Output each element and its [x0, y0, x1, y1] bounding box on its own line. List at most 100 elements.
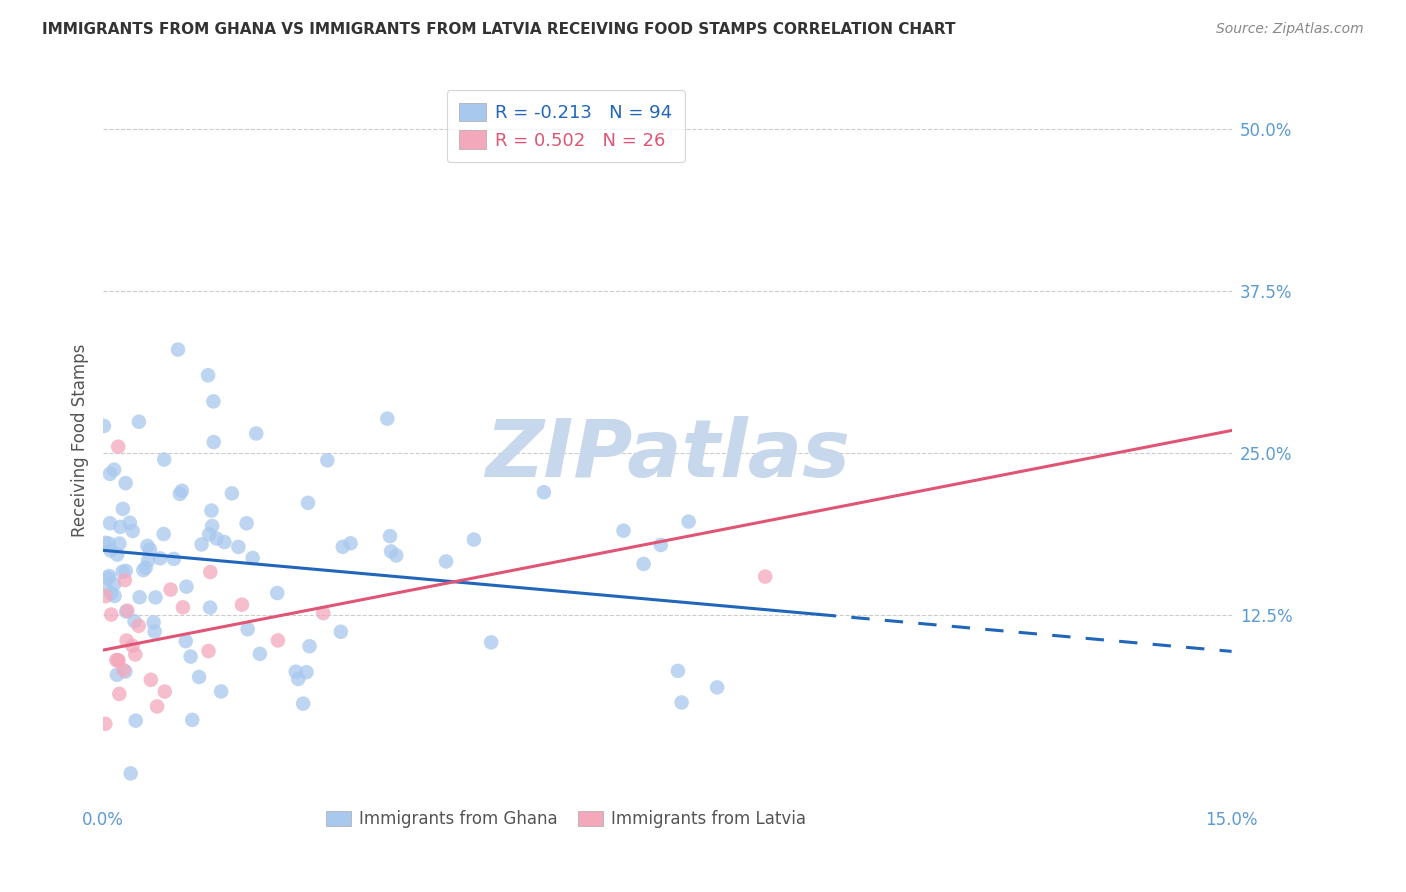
Point	[295, 665, 318, 680]
Point	[105, 548, 128, 562]
Point	[94, 716, 117, 731]
Point	[115, 605, 138, 619]
Point	[329, 624, 352, 639]
Point	[111, 501, 134, 516]
Point	[479, 635, 502, 649]
Point	[145, 591, 167, 605]
Point	[332, 540, 354, 554]
Point	[128, 591, 150, 605]
Point	[98, 467, 121, 481]
Point	[103, 577, 125, 591]
Point	[200, 503, 222, 517]
Point	[100, 543, 122, 558]
Point	[235, 516, 257, 531]
Point	[434, 554, 457, 568]
Point	[292, 697, 315, 711]
Point	[650, 538, 672, 552]
Point	[159, 582, 181, 597]
Point	[118, 516, 141, 530]
Point	[170, 483, 193, 498]
Point	[242, 550, 264, 565]
Point	[93, 419, 115, 434]
Point	[107, 653, 129, 667]
Point	[197, 368, 219, 383]
Point	[98, 516, 121, 531]
Point	[339, 536, 361, 550]
Point	[266, 586, 288, 600]
Point	[108, 687, 131, 701]
Text: ZIPatlas: ZIPatlas	[485, 416, 849, 493]
Point	[105, 668, 128, 682]
Point	[198, 600, 221, 615]
Point	[152, 527, 174, 541]
Point	[385, 549, 408, 563]
Point	[176, 580, 198, 594]
Point	[100, 586, 122, 600]
Point	[297, 496, 319, 510]
Point	[200, 565, 222, 579]
Point	[128, 415, 150, 429]
Point	[678, 515, 700, 529]
Point	[221, 486, 243, 500]
Point	[375, 411, 398, 425]
Point	[139, 542, 162, 557]
Point	[100, 607, 122, 622]
Point	[205, 532, 228, 546]
Point	[214, 535, 236, 549]
Point	[120, 766, 142, 780]
Point	[228, 540, 250, 554]
Point	[117, 604, 139, 618]
Point	[378, 529, 401, 543]
Point	[284, 665, 307, 679]
Point	[125, 714, 148, 728]
Point	[153, 452, 176, 467]
Point	[190, 537, 212, 551]
Point	[209, 684, 232, 698]
Point	[139, 673, 162, 687]
Point	[180, 649, 202, 664]
Point	[121, 524, 143, 538]
Text: Source: ZipAtlas.com: Source: ZipAtlas.com	[1216, 22, 1364, 37]
Point	[121, 639, 143, 653]
Point	[107, 440, 129, 454]
Point	[316, 453, 339, 467]
Point	[202, 394, 225, 409]
Point	[135, 560, 157, 574]
Point	[103, 463, 125, 477]
Point	[110, 520, 132, 534]
Point	[198, 527, 221, 541]
Point	[112, 663, 135, 677]
Point	[533, 485, 555, 500]
Point	[172, 600, 194, 615]
Point	[612, 524, 634, 538]
Point	[108, 536, 131, 550]
Point	[124, 648, 146, 662]
Point	[163, 552, 186, 566]
Point	[98, 569, 121, 583]
Point	[111, 565, 134, 579]
Point	[149, 551, 172, 566]
Point	[114, 573, 136, 587]
Point	[236, 622, 259, 636]
Point	[671, 695, 693, 709]
Point	[107, 654, 129, 668]
Y-axis label: Receiving Food Stamps: Receiving Food Stamps	[72, 343, 89, 537]
Point	[153, 684, 176, 698]
Point	[128, 619, 150, 633]
Point	[136, 553, 159, 567]
Legend: Immigrants from Ghana, Immigrants from Latvia: Immigrants from Ghana, Immigrants from L…	[319, 803, 813, 835]
Point	[380, 544, 402, 558]
Point	[754, 569, 776, 583]
Point	[174, 634, 197, 648]
Point	[197, 644, 219, 658]
Point	[267, 633, 290, 648]
Point	[167, 343, 190, 357]
Point	[136, 539, 159, 553]
Point	[114, 665, 136, 679]
Point	[169, 487, 191, 501]
Point	[146, 699, 169, 714]
Point	[124, 614, 146, 628]
Point	[103, 589, 125, 603]
Point	[94, 536, 117, 550]
Point	[188, 670, 211, 684]
